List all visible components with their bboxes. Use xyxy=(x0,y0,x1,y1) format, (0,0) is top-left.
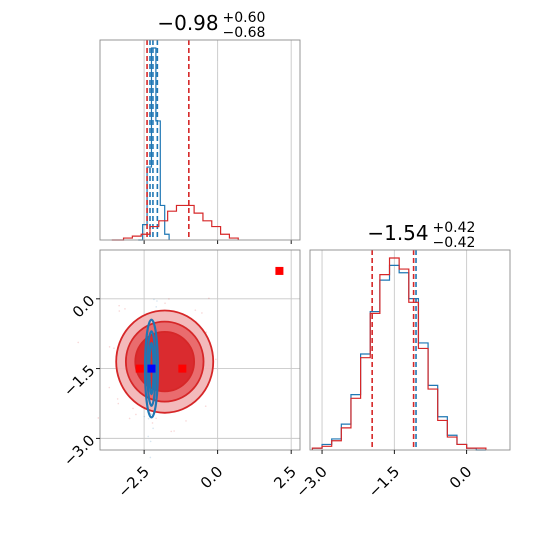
bl-marker xyxy=(275,266,284,275)
br-title-upper: +0.42 xyxy=(433,220,476,236)
bl-xtick-label: 0.0 xyxy=(197,463,227,493)
bl-sample-point xyxy=(194,309,197,311)
br-title-lower: −0.42 xyxy=(433,235,476,251)
bl-sample-point xyxy=(116,398,119,400)
tl-title-median: −0.98 xyxy=(157,11,218,35)
bl-sample-point xyxy=(155,306,158,308)
bl-sample-point xyxy=(173,430,175,432)
tl-title-upper: +0.60 xyxy=(223,10,266,26)
bl-sample-point xyxy=(147,417,150,420)
bl-marker xyxy=(147,364,156,373)
br-xtick-label: 0.0 xyxy=(446,463,476,493)
br-frame xyxy=(309,249,511,451)
bl-ytick-label: 0.0 xyxy=(69,292,99,322)
bl-contour-level xyxy=(143,318,160,419)
bl-sample-point xyxy=(118,310,121,312)
br-histogram xyxy=(311,257,487,450)
bl-sample-point xyxy=(143,415,146,418)
tl-frame xyxy=(99,39,301,241)
tl-histogram xyxy=(138,47,170,241)
bl-marker xyxy=(135,364,144,373)
bl-sample-point xyxy=(155,417,157,420)
bl-sample-point xyxy=(168,298,170,300)
bl-xtick-label: −2.5 xyxy=(114,463,152,501)
bl-contour-level xyxy=(146,330,157,407)
bl-sample-point xyxy=(97,417,100,419)
tl-title-lower: −0.68 xyxy=(223,25,266,41)
bl-sample-point xyxy=(153,298,155,301)
bl-ytick-label: −1.5 xyxy=(60,362,98,400)
bl-sample-point xyxy=(135,413,137,416)
bl-sample-point xyxy=(147,435,150,438)
bl-sample-point xyxy=(170,430,173,433)
bl-sample-point xyxy=(164,302,166,305)
bl-sample-point xyxy=(108,386,111,389)
panel-top-left: −0.98 +0.60−0.68 xyxy=(99,10,301,244)
br-xtick-label: −3.0 xyxy=(292,463,330,501)
bl-sample-point xyxy=(156,300,158,302)
panel-bottom-left: −2.5 0.0 2.50.0−1.5−3.0 xyxy=(60,249,301,501)
bl-sample-point xyxy=(118,304,120,307)
bl-sample-point xyxy=(132,407,134,410)
bl-sample-point xyxy=(204,405,207,407)
bl-sample-point xyxy=(215,358,217,361)
bl-sample-point xyxy=(152,427,154,430)
panel-bottom-right: −3.0 −1.5 0.0 −1.54 +0.42−0.42 xyxy=(292,220,511,501)
bl-sample-point xyxy=(108,346,111,348)
bl-sample-point xyxy=(117,402,120,405)
tl-histogram xyxy=(111,204,239,241)
br-histogram xyxy=(311,264,486,451)
bl-sample-point xyxy=(150,413,153,416)
bl-sample-point xyxy=(149,456,152,459)
bl-sample-point xyxy=(124,308,126,310)
bl-sample-point xyxy=(208,297,210,300)
bl-sample-point xyxy=(151,422,154,424)
bl-sample-point xyxy=(113,347,115,350)
bl-sample-point xyxy=(201,312,203,314)
bl-sample-point xyxy=(128,417,131,420)
bl-frame xyxy=(99,249,301,451)
br-xtick-label: −1.5 xyxy=(365,463,403,501)
bl-marker xyxy=(178,364,187,373)
bl-sample-point xyxy=(185,420,187,422)
bl-ytick-label: −3.0 xyxy=(60,431,98,469)
br-title-median: −1.54 xyxy=(367,221,428,245)
bl-sample-point xyxy=(77,341,80,344)
bl-sample-point xyxy=(149,440,152,443)
